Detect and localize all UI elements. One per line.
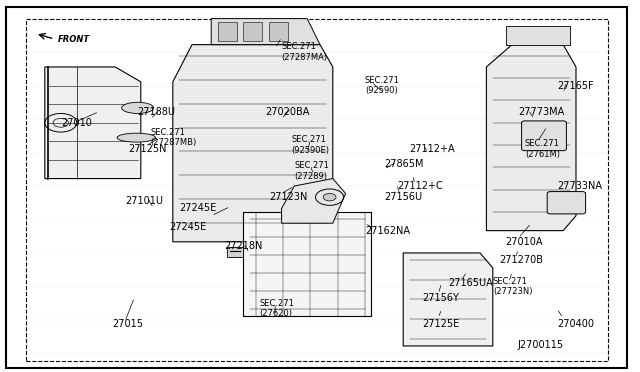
Bar [227, 247, 243, 257]
Polygon shape [282, 179, 346, 223]
Polygon shape [506, 26, 570, 45]
Text: 27773MA: 27773MA [518, 107, 564, 116]
Text: SEC.271
(92590): SEC.271 (92590) [365, 76, 399, 95]
Text: 27156Y: 27156Y [422, 293, 460, 302]
Circle shape [323, 193, 336, 201]
Bar [243, 22, 262, 41]
Text: 27156U: 27156U [384, 192, 422, 202]
Text: 271270B: 271270B [499, 256, 543, 265]
Text: FRONT: FRONT [58, 35, 90, 44]
Text: J2700115: J2700115 [517, 340, 563, 350]
Text: 27218N: 27218N [224, 241, 262, 250]
Text: SEC.271
(92590E): SEC.271 (92590E) [291, 135, 329, 155]
Text: 27865M: 27865M [384, 159, 424, 169]
Polygon shape [486, 45, 576, 231]
Text: 27125E: 27125E [422, 319, 460, 328]
Text: 27020BA: 27020BA [266, 107, 310, 116]
Text: 27112+A: 27112+A [410, 144, 455, 154]
Text: SEC.271
(27287MA): SEC.271 (27287MA) [282, 42, 328, 62]
Text: 27123N: 27123N [269, 192, 307, 202]
Text: 27010: 27010 [61, 118, 92, 128]
Text: 27101U: 27101U [125, 196, 163, 206]
Text: 27112+C: 27112+C [397, 181, 442, 191]
Bar [243, 212, 371, 316]
Ellipse shape [122, 102, 154, 113]
Text: 27162NA: 27162NA [365, 226, 410, 235]
Bar [218, 22, 237, 41]
Polygon shape [45, 67, 141, 179]
Polygon shape [403, 253, 493, 346]
Text: SEC.271
(27723N): SEC.271 (27723N) [493, 277, 532, 296]
Text: SEC.271
(27289): SEC.271 (27289) [294, 161, 329, 181]
Text: SEC.271
(27287MB): SEC.271 (27287MB) [150, 128, 196, 147]
Text: 270400: 270400 [557, 319, 594, 328]
Bar [269, 22, 288, 41]
Text: 27245E: 27245E [170, 222, 207, 232]
Text: 27165F: 27165F [557, 81, 593, 90]
Text: 27015: 27015 [112, 319, 143, 328]
Text: 27245E: 27245E [179, 203, 216, 213]
Ellipse shape [117, 133, 156, 142]
FancyBboxPatch shape [547, 192, 586, 214]
Polygon shape [173, 45, 333, 242]
Polygon shape [211, 19, 320, 45]
Text: 27125N: 27125N [128, 144, 166, 154]
Text: 27165UA: 27165UA [448, 278, 493, 288]
Text: 27010A: 27010A [506, 237, 543, 247]
FancyBboxPatch shape [522, 121, 566, 151]
Text: 27733NA: 27733NA [557, 181, 602, 191]
Text: SEC.271
(2761M): SEC.271 (2761M) [525, 139, 560, 158]
Text: 27188U: 27188U [138, 107, 175, 116]
Text: SEC.271
(27620): SEC.271 (27620) [259, 299, 294, 318]
